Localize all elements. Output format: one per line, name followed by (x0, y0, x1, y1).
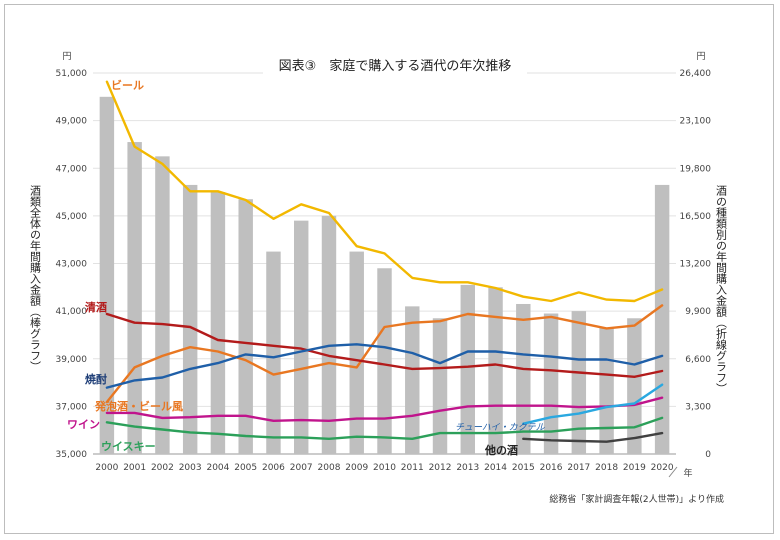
x-tick-label: 2014 (484, 463, 507, 473)
line-series (105, 80, 664, 443)
series-line (522, 431, 664, 443)
bar (599, 327, 614, 454)
right-tick-label: 9,900 (685, 307, 711, 317)
label-sake: 清酒 (85, 300, 107, 314)
x-tick-label: 2018 (595, 463, 618, 473)
bar (488, 287, 503, 454)
chart-frame: 35,000 37,000 39,000 41,000 43,000 45,000 47,0… (4, 4, 774, 534)
series-line (105, 312, 664, 378)
left-tick-label: 49,000 (56, 117, 88, 127)
right-tick-label: 6,600 (685, 355, 711, 365)
right-tick-label: 16,500 (680, 212, 712, 222)
x-tick-label: 2011 (401, 463, 424, 473)
left-tick-label: 39,000 (56, 355, 88, 365)
title-background (263, 56, 527, 74)
x-tick-label: 2000 (95, 463, 118, 473)
x-axis-ticks: 2000 2001 2002 2003 2004 2005 2006 2007 2008 2009… (95, 463, 673, 473)
source-note: 総務省「家計調査年報(2人世帯)」より作成 (549, 493, 724, 505)
right-tick-label: 0 (705, 450, 711, 460)
left-tick-label: 45,000 (56, 212, 88, 222)
bar (349, 251, 364, 454)
left-tick-label: 35,000 (56, 450, 88, 460)
bar (460, 284, 476, 454)
x-tick-label: 2019 (623, 463, 646, 473)
bar (543, 313, 559, 454)
left-tick-label: 37,000 (56, 402, 88, 412)
x-tick-label: 2006 (262, 463, 285, 473)
bar (99, 96, 115, 454)
chart-title: 図表③ 家庭で購入する酒代の年次推移 (279, 58, 512, 74)
label-wine: ワイン (67, 418, 100, 431)
label-whisky: ウイスキー (101, 440, 156, 453)
left-axis-ticks: 35,000 37,000 39,000 41,000 43,000 45,000 47,0… (56, 69, 88, 460)
bar (293, 220, 309, 454)
right-tick-label: 23,100 (680, 117, 712, 127)
label-other: 他の酒 (484, 443, 518, 457)
x-tick-label: 2008 (318, 463, 341, 473)
series-line (105, 343, 664, 389)
x-tick-label: 2009 (345, 463, 368, 473)
x-tick-label: 2003 (179, 463, 202, 473)
x-tick-label: 2012 (429, 463, 452, 473)
series-line (105, 304, 664, 404)
left-axis-title: 酒類全体の年間購入金額（棒グラフ） (29, 185, 42, 372)
right-tick-label: 13,200 (680, 260, 712, 270)
label-shochu: 焼酎 (85, 372, 107, 386)
right-axis-title: 酒の種類別の年間購入金額（折線グラフ） (715, 185, 728, 394)
x-tick-label: 2007 (290, 463, 313, 473)
x-tick-label: 2015 (512, 463, 535, 473)
bar (432, 318, 448, 454)
bar (654, 184, 670, 454)
left-tick-label: 51,000 (56, 69, 88, 79)
x-tick-label: 2013 (456, 463, 479, 473)
x-unit-label: 年 (683, 467, 692, 479)
bar (571, 311, 587, 454)
x-tick-label: 2005 (234, 463, 257, 473)
left-tick-label: 43,000 (56, 260, 88, 270)
bar (266, 251, 281, 454)
bar (127, 142, 142, 454)
bar (377, 268, 392, 454)
right-tick-label: 3,300 (685, 402, 711, 412)
right-axis-ticks: 0 3,300 6,600 9,900 13,200 16,500 19,800 23,100… (680, 69, 712, 460)
series-line (105, 80, 664, 303)
bar (155, 156, 170, 454)
x-tick-label: 2004 (206, 463, 229, 473)
bar (627, 318, 642, 454)
label-chuhai: チューハイ・カクテル (455, 422, 546, 433)
series-line (105, 416, 664, 440)
bar-series (99, 96, 670, 454)
bar (210, 192, 226, 454)
right-tick-label: 19,800 (680, 164, 712, 174)
bar (238, 199, 253, 454)
series-line (522, 383, 664, 425)
x-tick-label: 2017 (567, 463, 590, 473)
bar (321, 215, 337, 454)
bar (516, 303, 531, 454)
right-tick-label: 26,400 (680, 69, 712, 79)
bar (182, 184, 198, 454)
series-line (105, 396, 664, 422)
x-tick-label: 2020 (651, 463, 674, 473)
left-unit-label: 円 (62, 51, 71, 62)
x-tick-label: 2001 (123, 463, 146, 473)
x-unit-slash (668, 466, 678, 478)
left-tick-label: 41,000 (56, 307, 88, 317)
left-tick-label: 47,000 (56, 164, 88, 174)
chart-svg: 35,000 37,000 39,000 41,000 43,000 45,000 47,0… (29, 51, 728, 505)
x-tick-label: 2010 (373, 463, 396, 473)
x-tick-label: 2016 (540, 463, 563, 473)
x-tick-label: 2002 (151, 463, 174, 473)
label-beer: ビール (111, 78, 144, 92)
label-happoshu: 発泡酒・ビール風 (94, 399, 183, 413)
bar (405, 306, 420, 454)
right-unit-label: 円 (696, 51, 705, 62)
